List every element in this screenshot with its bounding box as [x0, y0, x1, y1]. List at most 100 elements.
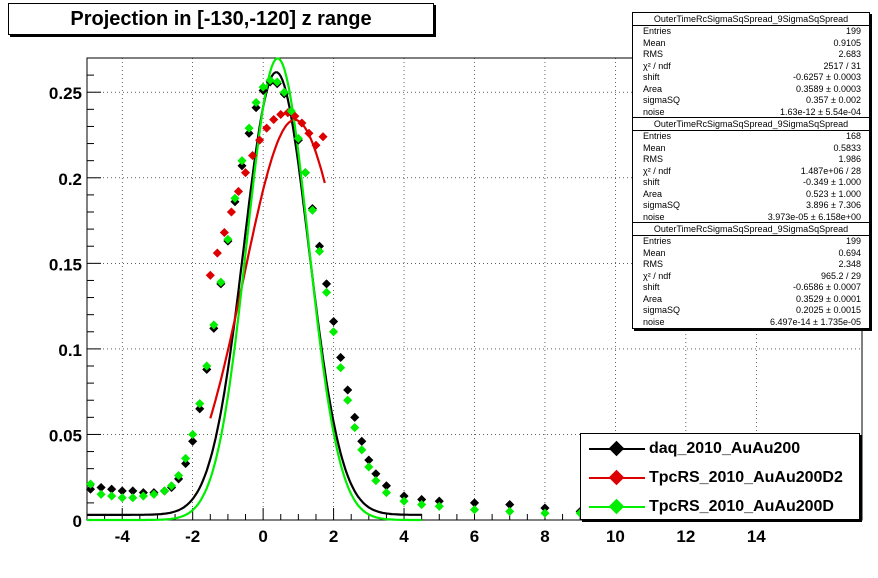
data-point	[244, 128, 254, 138]
stats-label: Area	[643, 188, 663, 199]
fit-curve	[209, 118, 326, 419]
data-point	[381, 487, 392, 498]
stats-value: 0.523 ± 1.000	[806, 188, 861, 199]
stats-label: shift	[643, 282, 660, 292]
data-point	[138, 491, 149, 501]
stats-value: 3.896 ± 7.306	[806, 200, 861, 210]
x-tick-label: 4	[399, 527, 409, 546]
stats-label: Mean	[643, 37, 666, 48]
data-point	[230, 193, 240, 203]
data-point	[321, 287, 332, 298]
data-point	[247, 150, 258, 161]
legend-diamond	[608, 469, 625, 486]
legend-entry-tpcrs-d: TpcRS_2010_AuAu200D	[581, 492, 859, 521]
data-point	[272, 77, 282, 87]
data-point	[244, 123, 254, 133]
data-point	[328, 316, 339, 327]
stats-label: sigmaSQ	[643, 200, 681, 210]
stats-value: 1.986	[838, 154, 861, 164]
stats-label: noise	[643, 316, 665, 327]
stats-label: Entries	[643, 131, 672, 141]
data-point	[173, 470, 184, 481]
data-point	[300, 167, 311, 178]
data-point	[343, 395, 353, 405]
stats-box-tpcrs-d2: OuterTimeRcSigmaSqSpread_9SigmaSqSpread …	[632, 117, 870, 224]
x-tick-label: 10	[606, 527, 625, 546]
stats-row-area: Area 0.3529 ± 0.0001	[633, 294, 869, 306]
data-point	[350, 422, 360, 433]
x-tick-label: 12	[676, 527, 695, 546]
data-point	[540, 508, 550, 518]
stats-row-shift: shift -0.6257 ± 0.0003	[633, 72, 869, 84]
data-point	[311, 140, 321, 150]
stats-row-noise: noise 3.973e-05 ± 6.158e+00	[633, 212, 869, 224]
data-point	[335, 352, 346, 363]
stats-label: sigmaSQ	[643, 95, 681, 105]
data-point	[318, 132, 328, 142]
data-point	[223, 234, 233, 245]
y-tick-label: 0.15	[49, 255, 82, 274]
data-point	[399, 496, 409, 506]
data-point	[96, 489, 106, 499]
stats-label: Mean	[643, 247, 666, 258]
data-point	[180, 453, 191, 464]
data-point	[307, 205, 318, 215]
chart-title: Projection in [-130,-120] z range	[8, 3, 434, 35]
stats-value: 0.2025 ± 0.0015	[796, 305, 861, 315]
stats-label: Mean	[643, 142, 666, 153]
stats-row-area: Area 0.523 ± 1.000	[633, 189, 869, 201]
stats-row-entries: Entries 168	[633, 131, 869, 143]
data-point	[233, 186, 244, 197]
data-point	[371, 475, 381, 486]
data-point	[251, 97, 261, 108]
stats-box-daq: OuterTimeRcSigmaSqSpread_9SigmaSqSpread …	[632, 12, 870, 119]
data-point	[269, 114, 279, 125]
data-point	[417, 499, 427, 510]
legend-entry-daq: daq_2010_AuAu200	[581, 434, 859, 463]
stats-value: -0.6586 ± 0.0007	[793, 282, 861, 292]
x-tick-label: 0	[258, 527, 267, 546]
x-tick-label: 2	[329, 527, 338, 546]
data-point	[107, 491, 117, 501]
stats-value: 0.5833	[833, 142, 861, 153]
data-point	[328, 327, 339, 337]
stats-row-mean: Mean 0.9105	[633, 38, 869, 50]
data-point	[237, 156, 247, 166]
data-point	[297, 118, 307, 128]
x-tick-label: 8	[540, 527, 549, 546]
stats-row-rms: RMS 2.683	[633, 49, 869, 61]
stats-row-sigmasq: sigmaSQ 0.2025 ± 0.0015	[633, 305, 869, 317]
stats-row-entries: Entries 199	[633, 236, 869, 248]
legend-diamond	[608, 440, 625, 457]
stats-value: 1.487e+06 / 28	[800, 165, 861, 176]
data-point	[265, 75, 275, 85]
stats-label: RMS	[643, 259, 663, 269]
data-point	[237, 161, 247, 171]
data-point	[195, 398, 205, 409]
data-point	[205, 270, 215, 280]
stats-box-tpcrs-d: OuterTimeRcSigmaSqSpread_9SigmaSqSpread …	[632, 222, 870, 329]
data-point	[209, 320, 219, 330]
stats-value: 965.2 / 29	[820, 270, 861, 281]
stats-value: -0.349 ± 1.000	[803, 177, 861, 187]
data-point	[304, 128, 314, 138]
stats-value: 0.9105	[833, 37, 861, 48]
data-point	[166, 481, 177, 491]
data-point	[335, 363, 346, 373]
y-tick-label: 0	[73, 512, 82, 531]
stats-label: shift	[643, 72, 660, 82]
data-point	[364, 462, 374, 472]
stats-value: 0.357 ± 0.002	[806, 95, 861, 105]
stats-row-mean: Mean 0.5833	[633, 143, 869, 155]
stats-row-rms: RMS 1.986	[633, 154, 869, 166]
data-point	[188, 436, 198, 446]
stats-row-shift: shift -0.6586 ± 0.0007	[633, 282, 869, 294]
stats-label: shift	[643, 177, 660, 187]
stats-row-rms: RMS 2.348	[633, 259, 869, 271]
data-point	[180, 458, 191, 469]
data-point	[350, 412, 360, 422]
data-point	[254, 135, 265, 145]
stats-label: χ² / ndf	[643, 165, 671, 176]
stats-value: 2.348	[838, 259, 861, 269]
data-point	[188, 429, 198, 440]
